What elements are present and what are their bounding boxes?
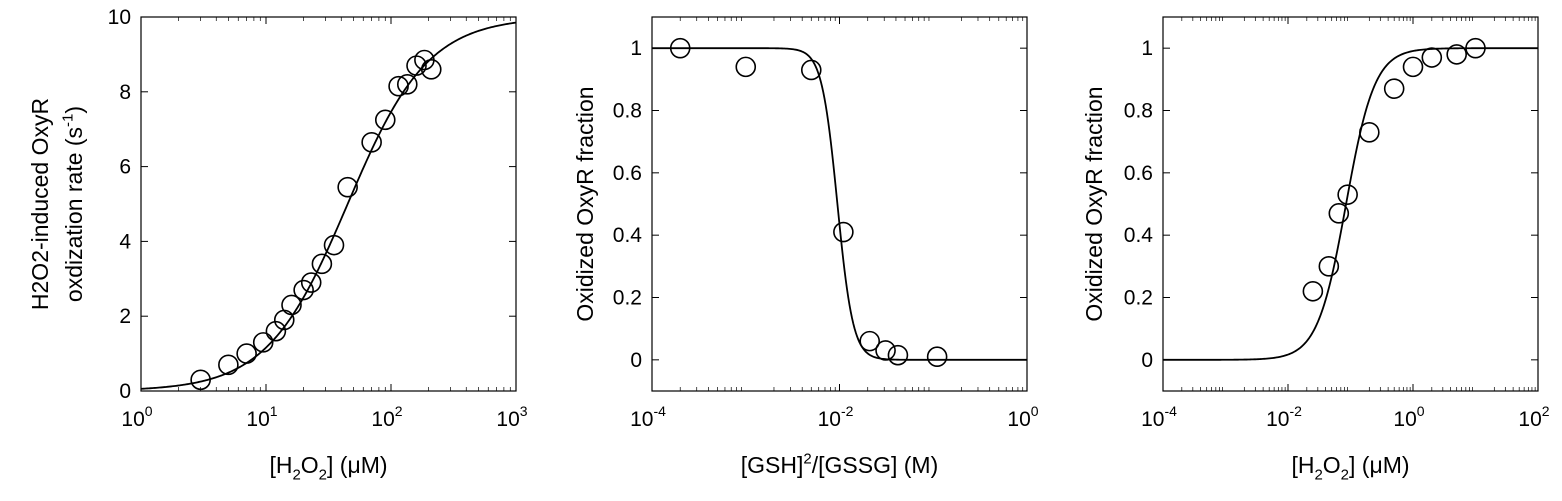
x-tick-label: 100 xyxy=(121,403,152,431)
data-point xyxy=(669,37,691,59)
y-tick-label: 0 xyxy=(1141,349,1153,372)
y-tick-label: 0.4 xyxy=(613,224,643,247)
y-tick-label: 0.6 xyxy=(613,162,642,185)
y-tick-label: 0.4 xyxy=(1124,224,1154,247)
data-point xyxy=(859,330,881,352)
y-axis-label: Oxidized OxyR fraction xyxy=(1081,86,1107,321)
x-tick-label: 10-4 xyxy=(1141,403,1177,431)
data-point xyxy=(293,279,314,301)
fit-curve xyxy=(652,47,1027,361)
fit-curve xyxy=(140,21,517,390)
x-axis-label: [H2O2] (μM) xyxy=(1291,452,1409,483)
data-point xyxy=(1421,47,1443,68)
data-point xyxy=(323,234,345,256)
panel-oxidation-rate: 100 101 102 103 0 2 4 6 8 10 [H2O2] (μM) H2O2-induc… xyxy=(27,6,528,483)
panel-h2o2-fraction: 10-4 10-2 100 102 0 0.2 0.4 0.6 0.8 1 [H2O2] (μM) O… xyxy=(1081,16,1550,483)
data-point xyxy=(388,75,409,97)
y-tick-label: 4 xyxy=(119,230,131,253)
data-point xyxy=(1328,203,1350,224)
data-point xyxy=(396,74,418,95)
data-point xyxy=(265,320,287,342)
data-point xyxy=(1446,44,1467,65)
data-point xyxy=(1465,37,1486,59)
fit-curve xyxy=(1163,47,1538,361)
y-axis-label: oxdization rate (s-1) xyxy=(59,106,87,302)
x-tick-label: 10-2 xyxy=(1266,403,1302,431)
data-point xyxy=(420,59,442,80)
x-axis-label: [H2O2] (μM) xyxy=(269,452,387,483)
y-tick-label: 0.2 xyxy=(613,287,642,310)
y-tick-label: 0.8 xyxy=(613,100,642,123)
data-point xyxy=(926,346,948,368)
y-tick-label: 1 xyxy=(1141,37,1153,60)
y-tick-label: 0 xyxy=(119,380,131,403)
data-point xyxy=(311,253,333,275)
plot-frame xyxy=(1162,16,1539,392)
data-point xyxy=(1402,56,1424,78)
x-axis-label: [GSH]2/[GSSG] (M) xyxy=(741,450,938,478)
y-axis-label: H2O2-induced OxyR xyxy=(27,98,53,310)
data-point xyxy=(887,344,909,366)
y-tick-label: 0.6 xyxy=(1124,162,1153,185)
data-point xyxy=(236,343,257,364)
plot-frame xyxy=(140,16,517,392)
data-point xyxy=(361,131,382,153)
data-point xyxy=(374,109,396,131)
data-point xyxy=(1337,184,1358,205)
data-point xyxy=(800,59,822,81)
data-point xyxy=(281,294,302,316)
data-point xyxy=(337,176,358,198)
data-point xyxy=(1383,78,1405,99)
y-axis-label: Oxidized OxyR fraction xyxy=(572,86,598,321)
data-point xyxy=(1359,122,1380,143)
x-tick-label: 102 xyxy=(1518,403,1549,431)
x-tick-label: 100 xyxy=(1007,403,1038,431)
plot-frame xyxy=(651,16,1028,392)
y-tick-label: 0.8 xyxy=(1124,100,1153,123)
x-tick-label: 103 xyxy=(496,403,527,431)
data-point xyxy=(190,369,211,391)
data-point xyxy=(875,340,896,361)
y-tick-label: 1 xyxy=(630,37,642,60)
x-tick-label: 101 xyxy=(246,403,277,431)
x-tick-label: 10-4 xyxy=(630,403,666,431)
data-point xyxy=(833,221,854,243)
y-tick-label: 0 xyxy=(630,349,642,372)
data-point xyxy=(300,272,322,293)
data-point xyxy=(735,56,757,78)
y-tick-label: 2 xyxy=(119,305,131,328)
data-point xyxy=(1318,256,1340,277)
data-point xyxy=(252,332,274,353)
y-tick-label: 10 xyxy=(108,6,131,29)
y-tick-label: 6 xyxy=(119,156,131,179)
data-point xyxy=(1302,280,1324,302)
y-tick-label: 8 xyxy=(119,81,131,104)
y-tick-label: 0.2 xyxy=(1124,287,1153,310)
panel-gsh-ratio: 10-4 10-2 100 0 0.2 0.4 0.6 0.8 1 [GSH]2/[GSSG] (… xyxy=(572,16,1039,478)
x-tick-label: 102 xyxy=(371,403,402,431)
x-tick-label: 100 xyxy=(1393,403,1424,431)
data-point xyxy=(218,354,239,376)
x-tick-label: 10-2 xyxy=(818,403,854,431)
